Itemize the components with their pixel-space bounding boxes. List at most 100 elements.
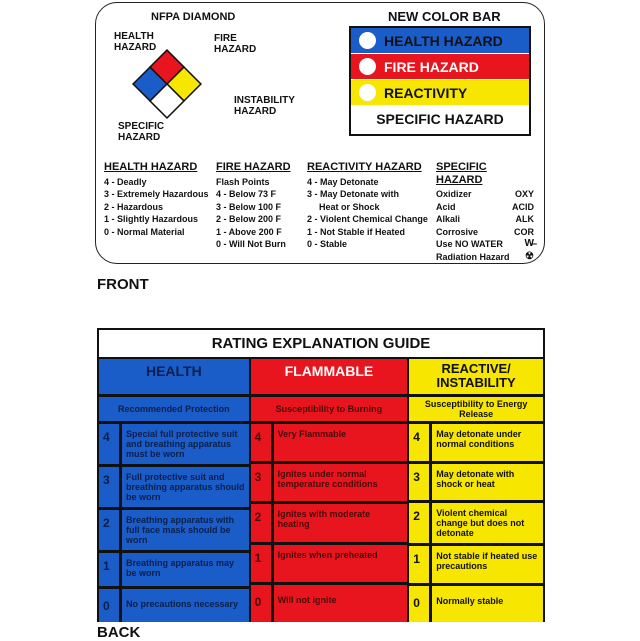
- rating-number: 1: [99, 553, 119, 586]
- front-label: FRONT: [97, 276, 149, 293]
- rating-row: 2 Breathing apparatus with full face mask…: [99, 510, 249, 550]
- item-code: ALK: [515, 214, 535, 224]
- color-bar: HEALTH HAZARD FIRE HAZARD REACTIVITY SPECIF…: [349, 26, 531, 136]
- radiation-icon: ☢: [525, 250, 534, 262]
- legend-item: 2 - Hazardous: [104, 201, 164, 212]
- legend-item: 1 - Slightly Hazardous: [104, 214, 199, 224]
- rating-text: Breathing apparatus with full face mask …: [122, 510, 249, 550]
- guide-title: RATING EXPLANATION GUIDE: [99, 330, 543, 357]
- rating-number: 3: [250, 464, 271, 502]
- rating-text: Special full protective suit and breathi…: [122, 424, 249, 464]
- nfpa-diamond-icon: [131, 48, 203, 120]
- rating-row: 1 Breathing apparatus may be worn: [99, 553, 249, 586]
- rating-text: Violent chemical change but does not det…: [432, 503, 543, 543]
- legend-item: 0 - Normal Material: [104, 226, 185, 237]
- rating-row: 1 Ignites when preheated: [250, 544, 408, 582]
- legend-item: Alkali ALK: [436, 213, 534, 226]
- colorbar-row: FIRE HAZARD: [351, 54, 529, 80]
- legend-specific: SPECIFIC HAZARD Oxidizer OXY Acid ACID Alkali…: [436, 161, 534, 263]
- legend-health: HEALTH HAZARD 4 - Deadly 3 - Extremely Haz…: [104, 161, 209, 238]
- legend-item: Heat or Shock: [319, 201, 380, 212]
- colorbar-title: NEW COLOR BAR: [388, 9, 501, 24]
- item-name: Use NO WATER: [436, 239, 503, 249]
- legend-item: 3 - May Detonate with: [307, 189, 400, 199]
- back-card: RATING EXPLANATION GUIDE HEALTH Recommend…: [97, 328, 545, 623]
- item-name: Alkali: [436, 214, 461, 224]
- column-subheader: Recommended Protection: [99, 397, 249, 421]
- rating-number: 1: [250, 544, 271, 582]
- rating-number: 0: [409, 585, 430, 622]
- legend-item: Oxidizer OXY: [436, 188, 534, 201]
- rating-number: 4: [409, 424, 430, 461]
- item-name: Corrosive: [436, 226, 479, 237]
- legend-item: 4 - Below 73 F: [216, 189, 277, 199]
- item-name: Oxidizer: [436, 189, 472, 199]
- colorbar-label: REACTIVITY: [384, 84, 468, 101]
- rating-row: 3 Full protective suit and breathing appa…: [99, 467, 249, 507]
- column-header: FLAMMABLE: [250, 359, 408, 394]
- colorbar-row: HEALTH HAZARD: [351, 28, 529, 54]
- legend-title: FIRE HAZARD: [216, 161, 291, 173]
- rating-number: 4: [250, 424, 271, 462]
- circle-icon: [359, 58, 376, 75]
- rating-text: Will not ignite: [273, 584, 408, 623]
- legend-item: Use NO WATER W̶: [436, 238, 534, 251]
- column-header: REACTIVE/ INSTABILITY: [409, 359, 543, 394]
- legend-item: Flash Points: [216, 176, 270, 187]
- legend-item: 0 - Stable: [307, 239, 348, 249]
- colorbar-label: SPECIFIC HAZARD: [376, 111, 504, 127]
- colorbar-label: FIRE HAZARD: [384, 58, 479, 75]
- item-code: ACID: [512, 201, 534, 212]
- legend-item: 2 - Below 200 F: [216, 214, 282, 224]
- rating-row: 0 Normally stable: [409, 585, 543, 622]
- rating-row: 3 May detonate with shock or heat: [409, 463, 543, 500]
- rating-number: 2: [409, 503, 430, 543]
- colorbar-row: REACTIVITY: [351, 80, 529, 106]
- legend-item: 4 - May Detonate: [307, 176, 379, 187]
- colorbar-label: HEALTH HAZARD: [384, 32, 503, 49]
- column-subheader: Susceptibility to Energy Release: [409, 397, 543, 421]
- rating-number: 2: [99, 510, 119, 550]
- legend-item: Acid ACID: [436, 201, 534, 214]
- rating-row: 4 Special full protective suit and breath…: [99, 424, 249, 464]
- rating-number: 2: [250, 504, 271, 542]
- legend-item: 1 - Above 200 F: [216, 226, 282, 237]
- item-name: Acid: [436, 201, 456, 212]
- rating-text: May detonate with shock or heat: [432, 463, 543, 500]
- rating-text: May detonate under normal conditions: [432, 424, 543, 461]
- label-fire: FIRE HAZARD: [214, 33, 257, 55]
- column-subheader: Susceptibility to Burning: [250, 397, 408, 421]
- legend-item: Radiation Hazard ☢: [436, 251, 534, 264]
- column-header: HEALTH: [99, 359, 249, 394]
- rating-text: Full protective suit and breathing appar…: [122, 467, 249, 507]
- item-code: OXY: [514, 189, 534, 199]
- legend-item: 1 - Not Stable if Heated: [307, 226, 406, 237]
- item-name: Radiation Hazard: [436, 251, 510, 262]
- front-card: NFPA DIAMOND HEALTH HAZARD FIRE HAZARD I…: [95, 2, 545, 264]
- legend-item: Corrosive COR: [436, 226, 534, 239]
- rating-row: 2 Ignites with moderate heating: [250, 504, 408, 542]
- legend-item: 4 - Deadly: [104, 176, 147, 187]
- W-icon: W̶: [524, 238, 534, 249]
- rating-text: Ignites under normal temperature conditi…: [273, 464, 408, 502]
- rating-number: 3: [99, 467, 119, 507]
- legend-item: 0 - Will Not Burn: [216, 239, 286, 249]
- circle-icon: [359, 84, 376, 101]
- column-0: HEALTH Recommended Protection 4 Special ful…: [99, 359, 249, 622]
- legend-item: 3 - Extremely Hazardous: [104, 189, 209, 199]
- rating-text: No precautions necessary: [122, 589, 249, 622]
- rating-row: 0 No precautions necessary: [99, 589, 249, 622]
- rating-number: 4: [99, 424, 119, 464]
- rating-row: 2 Violent chemical change but does not de…: [409, 503, 543, 543]
- legend-item: 2 - Violent Chemical Change: [307, 214, 428, 224]
- rating-text: Normally stable: [432, 585, 543, 622]
- rating-text: Very Flammable: [273, 424, 408, 462]
- rating-text: Breathing apparatus may be worn: [122, 553, 249, 586]
- label-instability: INSTABILITY HAZARD: [234, 95, 295, 117]
- rating-number: 1: [409, 546, 430, 583]
- legend-item: 3 - Below 100 F: [216, 201, 282, 212]
- column-2: REACTIVE/ INSTABILITY Susceptibility to E…: [409, 359, 543, 622]
- column-1: FLAMMABLE Susceptibility to Burning 4 Very …: [250, 359, 408, 623]
- rating-number: 0: [99, 589, 119, 622]
- label-health: HEALTH HAZARD: [114, 31, 157, 53]
